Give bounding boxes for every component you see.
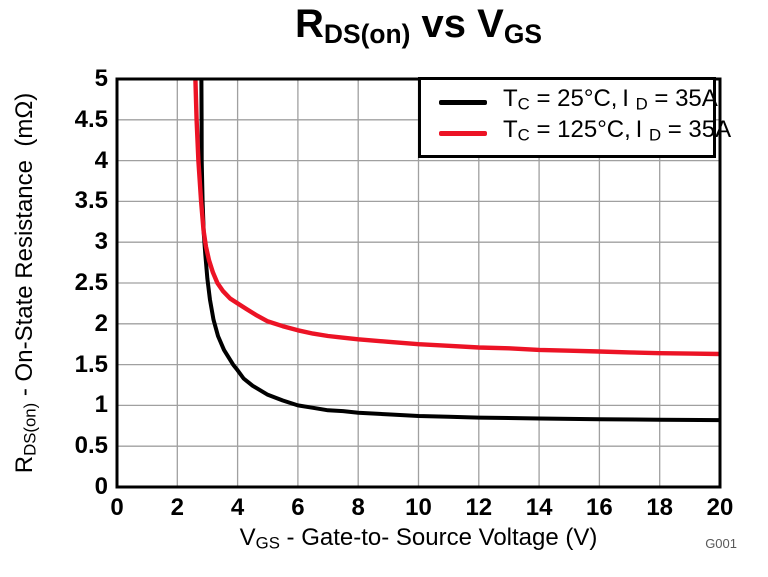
- y-tick-label: 4.5: [74, 105, 108, 133]
- y-tick-label: 4: [94, 146, 108, 174]
- x-tick-label: 20: [706, 494, 734, 521]
- x-tick-label: 16: [586, 494, 613, 521]
- y-tick-label: 2.5: [74, 269, 108, 296]
- y-tick-label: 0.5: [74, 432, 108, 460]
- legend: TC = 25°C, I D = 35A TC = 125°C, I D = 3…: [418, 77, 731, 158]
- y-tick-label: 1: [94, 391, 108, 419]
- y-tick-label: 3.5: [74, 187, 108, 215]
- legend-item-25c: TC = 25°C, I D = 35A: [421, 85, 718, 116]
- y-tick-label: 5: [94, 65, 108, 92]
- x-tick-label: 10: [405, 494, 432, 521]
- x-tick-label: 18: [646, 494, 674, 521]
- x-tick-label: 4: [230, 494, 245, 521]
- x-tick-label: 6: [291, 494, 305, 521]
- legend-label-125c: TC = 125°C, I D = 35A: [503, 116, 732, 145]
- legend-swatch-red-line: [439, 130, 487, 136]
- figure-code: G001: [705, 536, 737, 551]
- y-axis-title: RDS(on) - On-State Resistance (mΩ): [11, 92, 40, 474]
- legend-label-25c: TC = 25°C, I D = 35A: [503, 85, 718, 114]
- legend-item-125c: TC = 125°C, I D = 35A: [421, 116, 731, 147]
- x-tick-label: 12: [465, 494, 493, 521]
- y-tick-label: 0: [94, 473, 108, 500]
- x-axis-title: VGS - Gate-to- Source Voltage (V): [239, 524, 598, 553]
- chart-title: RDS(on) vs VGS: [295, 2, 542, 49]
- series-curve-1: [193, 79, 720, 357]
- y-tick-label: 1.5: [74, 350, 108, 378]
- x-tick-label: 14: [525, 494, 553, 521]
- x-tick-label: 8: [351, 494, 365, 521]
- x-tick-label: 0: [110, 494, 124, 521]
- x-tick-label: 2: [170, 494, 184, 521]
- y-tick-label: 3: [94, 228, 108, 256]
- y-tick-label: 2: [94, 309, 108, 337]
- legend-swatch-black-line: [439, 99, 487, 105]
